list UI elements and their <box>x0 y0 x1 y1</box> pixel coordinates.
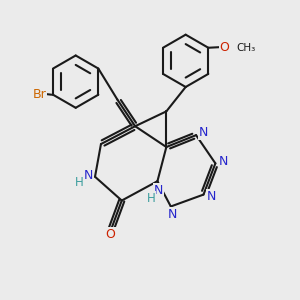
Text: N: N <box>154 184 164 196</box>
Text: CH₃: CH₃ <box>237 43 256 53</box>
Text: N: N <box>199 126 208 139</box>
Text: N: N <box>168 208 177 221</box>
Text: Br: Br <box>33 88 46 101</box>
Text: N: N <box>84 169 93 182</box>
Text: N: N <box>207 190 217 202</box>
Text: O: O <box>220 41 230 54</box>
Text: H: H <box>146 192 155 205</box>
Text: H: H <box>75 176 84 189</box>
Text: O: O <box>105 228 115 241</box>
Text: N: N <box>219 155 228 168</box>
